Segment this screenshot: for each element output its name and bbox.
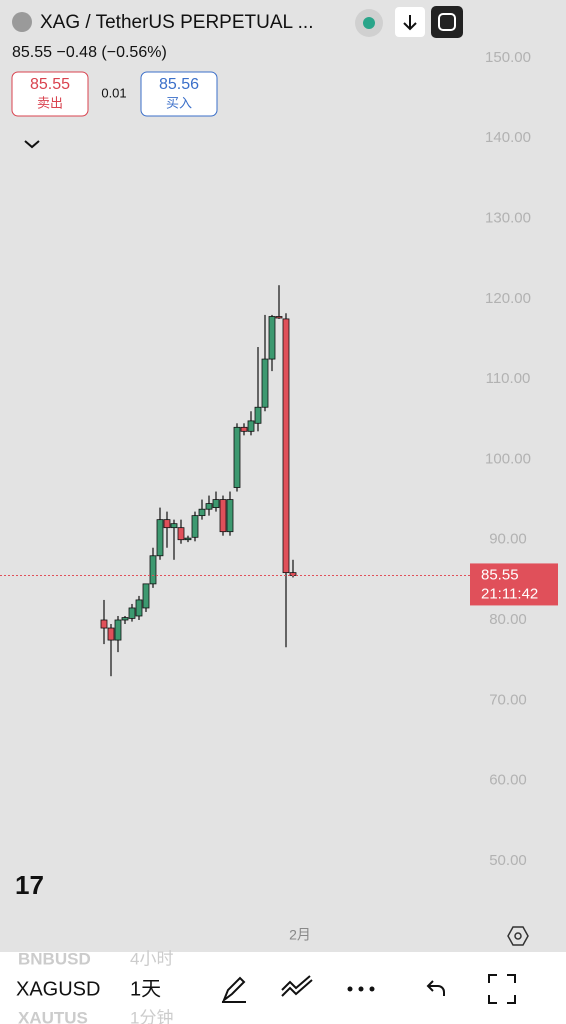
more-icon[interactable] [347,986,375,992]
y-tick-label: 80.00 [489,611,527,628]
symbol-item[interactable]: XAGUSD [16,978,100,1000]
candle-body [212,499,220,508]
buy-button[interactable] [140,71,218,117]
sell-button[interactable] [11,71,89,117]
candle-body [142,583,150,609]
price-tag-value: 85.55 [481,566,519,583]
collapse-icon[interactable] [24,140,40,149]
candle-body [261,358,269,408]
candle-body [247,420,255,432]
price-change: 85.55 −0.48 (−0.56%) [12,44,167,61]
interval-item[interactable]: 4小时 [130,949,173,968]
symbol-title[interactable]: XAG / TetherUS PERPETUAL ... [40,12,314,33]
y-tick-label: 100.00 [485,450,531,467]
sell-label: 卖出 [37,95,63,110]
candle-body [275,316,283,319]
candle-body [282,318,290,574]
candle-body [163,519,171,529]
interval-item[interactable]: 1分钟 [130,1008,173,1024]
candle-body [100,619,108,629]
download-icon [403,15,417,31]
fullscreen-icon [438,13,456,31]
select-icon[interactable] [488,974,516,1004]
candle-body [107,627,115,641]
candle-body [121,617,129,621]
candle-body [177,527,185,541]
candle-body [128,607,136,619]
undo-icon[interactable] [426,980,445,996]
y-tick-label: 130.00 [485,210,531,227]
symbol-item[interactable]: XAUTUS [18,1008,88,1024]
candle-body [240,426,248,432]
y-tick-label: 70.00 [489,691,527,708]
indicator-icon[interactable] [281,975,313,997]
candle-body [198,508,206,517]
buy-label: 买入 [166,95,192,110]
draw-icon[interactable] [221,976,246,1003]
y-tick-label: 140.00 [485,129,531,146]
settings-icon-center [514,932,522,940]
candle-body [254,406,262,424]
price-tag-countdown: 21:11:42 [481,585,538,602]
fullscreen-button[interactable] [431,6,463,38]
candle-body [149,555,157,585]
candle-body [156,519,164,557]
symbol-icon [12,12,32,32]
candle-body [114,619,122,641]
price-tag [470,563,558,606]
y-tick-label: 110.00 [486,370,531,387]
settings-icon[interactable] [507,926,529,946]
plot: 50.00 60.00 70.00 80.00 90.00 100.00 110.00 120… [0,49,558,943]
candle-body [226,499,234,533]
tv-logo: 17 [15,870,44,900]
y-tick-label: 60.00 [489,772,527,789]
status-dot [363,17,375,29]
candle-body [233,426,241,488]
candle-body [219,499,227,533]
sell-price: 85.55 [30,76,70,93]
candle-body [191,515,199,538]
symbol-item[interactable]: BNBUSD [18,949,91,968]
candle-body [205,503,213,510]
y-tick-label: 150.00 [485,49,531,66]
buy-price: 85.56 [159,76,199,93]
interval-item[interactable]: 1天 [130,978,161,1000]
candle-body [184,537,192,541]
y-tick-label: 90.00 [489,531,527,548]
candle-body [268,316,276,360]
candle-body [170,523,178,529]
y-tick-label: 50.00 [489,852,527,869]
y-tick-label: 120.00 [485,290,531,307]
candle-body [135,599,143,617]
spread: 0.01 [101,85,126,100]
time-label: 2月 [289,927,311,943]
